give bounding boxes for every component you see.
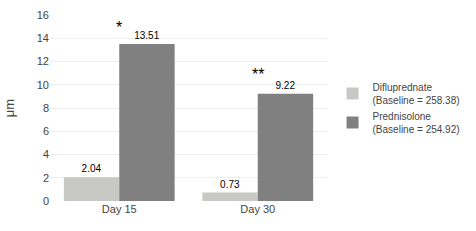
- svg-text:2: 2: [43, 172, 49, 184]
- svg-text:Day 30: Day 30: [240, 203, 275, 215]
- svg-text:16: 16: [37, 9, 49, 21]
- svg-text:10: 10: [37, 79, 49, 91]
- svg-text:*: *: [116, 19, 122, 36]
- svg-text:2.04: 2.04: [82, 163, 102, 174]
- svg-text:9.22: 9.22: [275, 80, 295, 91]
- svg-text:Day 15: Day 15: [102, 203, 137, 215]
- svg-text:**: **: [252, 66, 264, 83]
- svg-text:14: 14: [37, 32, 49, 44]
- svg-text:Prednisolone(Baseline = 254.92: Prednisolone(Baseline = 254.92): [373, 111, 460, 135]
- svg-text:12: 12: [37, 55, 49, 67]
- svg-text:8: 8: [43, 102, 49, 114]
- svg-text:4: 4: [43, 148, 49, 160]
- svg-text:6: 6: [43, 125, 49, 137]
- svg-text:0.73: 0.73: [220, 179, 240, 190]
- svg-text:μm: μm: [2, 99, 17, 117]
- svg-text:Difluprednate(Baseline = 258.3: Difluprednate(Baseline = 258.38): [373, 82, 460, 106]
- svg-text:13.51: 13.51: [134, 30, 159, 41]
- svg-text:0: 0: [43, 195, 49, 207]
